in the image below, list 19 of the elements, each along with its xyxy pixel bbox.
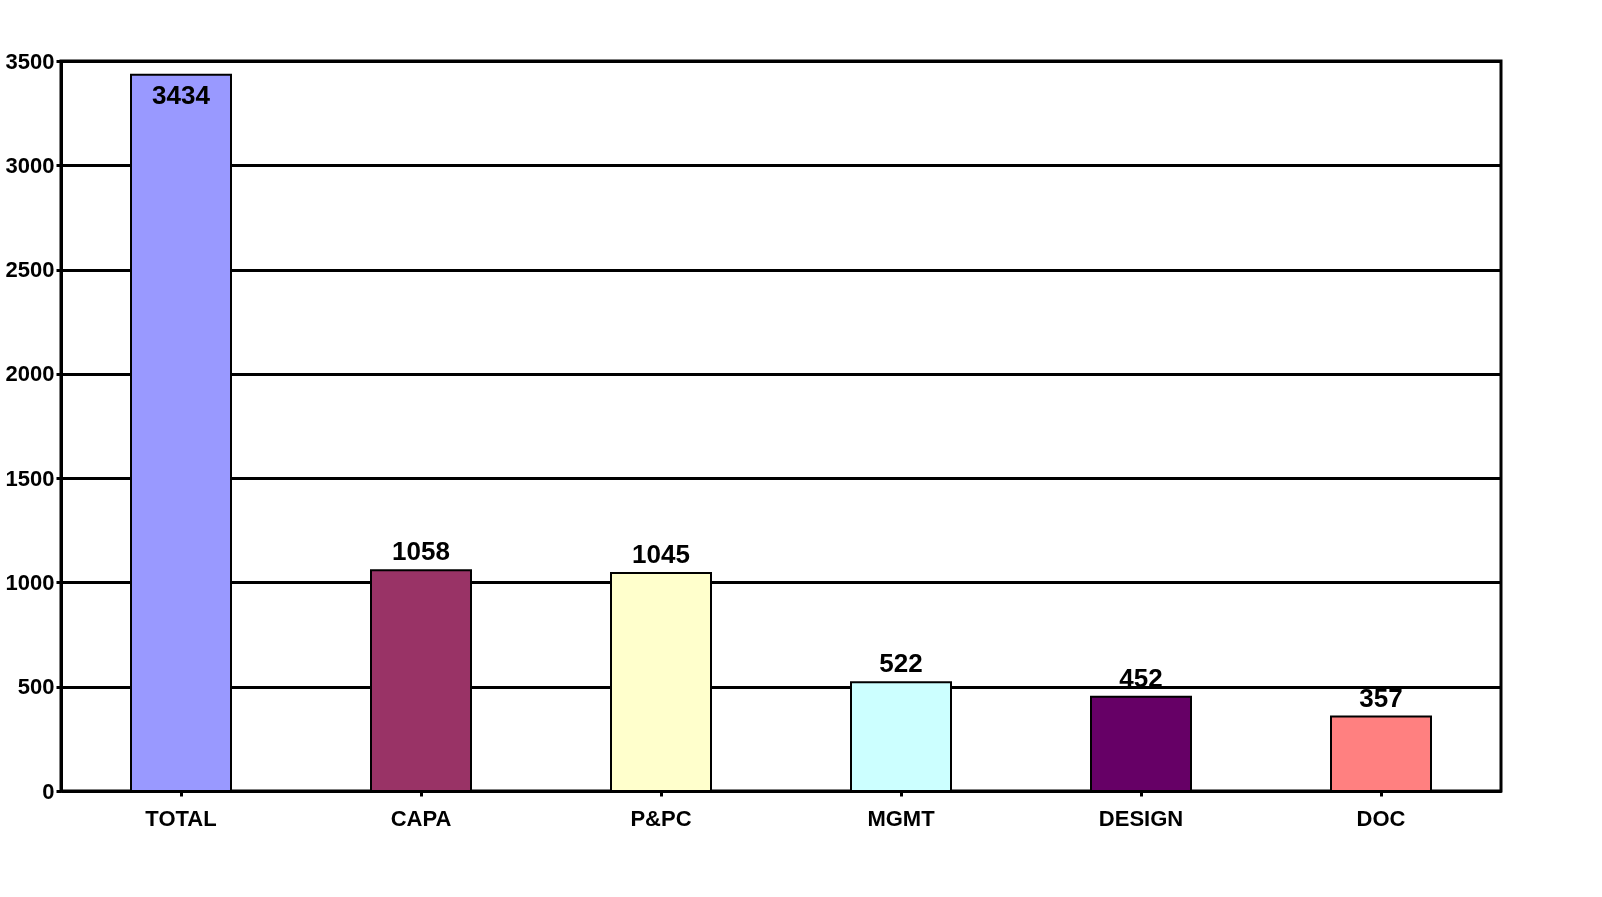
data-label: 1045 bbox=[632, 539, 690, 570]
y-tick-label: 3500 bbox=[5, 48, 55, 74]
data-label: 522 bbox=[879, 648, 923, 679]
data-label: 1058 bbox=[392, 536, 450, 567]
x-tick-label: MGMT bbox=[867, 805, 936, 831]
data-label: 3434 bbox=[152, 79, 211, 110]
x-tick-label: P&PC bbox=[630, 805, 692, 831]
y-tick-label: 2500 bbox=[5, 257, 55, 283]
data-label: 357 bbox=[1359, 682, 1403, 713]
y-tick-label: 0 bbox=[42, 778, 55, 804]
x-tick-label: DESIGN bbox=[1098, 805, 1184, 831]
x-tick-label: TOTAL bbox=[145, 805, 217, 831]
y-tick-label: 500 bbox=[17, 674, 55, 700]
y-tick-label: 1500 bbox=[5, 465, 55, 491]
y-tick-label: 1000 bbox=[5, 569, 55, 595]
y-tick-label: 2000 bbox=[5, 361, 55, 387]
x-tick-label: CAPA bbox=[390, 805, 452, 831]
y-tick-label: 3000 bbox=[5, 152, 55, 178]
x-tick-label: DOC bbox=[1356, 805, 1406, 831]
